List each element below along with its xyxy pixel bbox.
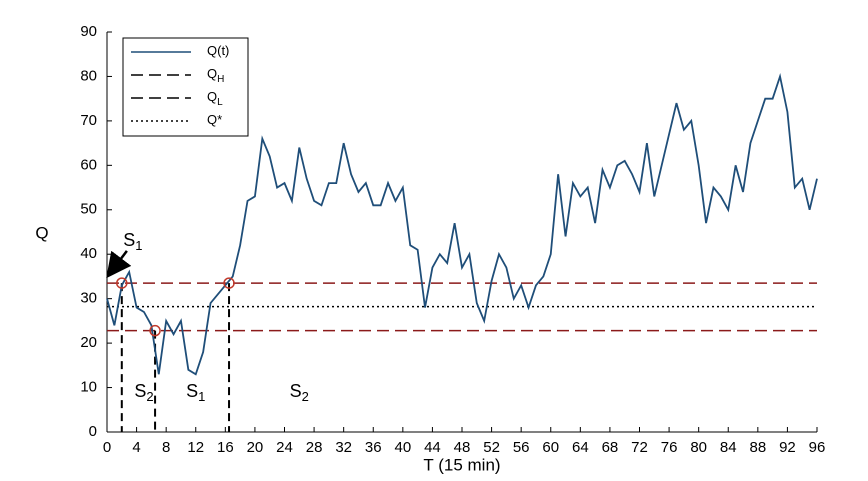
x-tick-label: 24 [276, 439, 293, 456]
annotation: S1 [123, 230, 142, 254]
y-tick-label: 70 [80, 112, 97, 129]
legend-sub: H [217, 74, 224, 85]
x-tick-label: 88 [749, 439, 766, 456]
x-tick-label: 12 [187, 439, 204, 456]
x-tick-label: 40 [394, 439, 411, 456]
annotation: S1 [186, 381, 205, 405]
y-tick-label: 0 [89, 423, 97, 440]
legend-sub: L [217, 97, 223, 108]
annotation-sub: 1 [198, 389, 205, 404]
annotation-text: S [134, 381, 146, 401]
x-tick-label: 16 [217, 439, 234, 456]
legend-box [122, 37, 249, 137]
x-tick-label: 36 [365, 439, 382, 456]
x-tick-label: 0 [103, 439, 111, 456]
annotation-sub: 1 [135, 238, 142, 253]
y-tick-label: 10 [80, 379, 97, 396]
legend-name: Q [207, 66, 217, 81]
x-tick-label: 28 [306, 439, 323, 456]
y-tick-label: 60 [80, 156, 97, 173]
y-tick-label: 20 [80, 334, 97, 351]
annotation-arrow [106, 250, 132, 279]
x-tick-label: 76 [661, 439, 678, 456]
x-tick-label: 60 [542, 439, 559, 456]
x-tick-label: 44 [424, 439, 441, 456]
x-tick-label: 4 [132, 439, 140, 456]
y-tick-label: 50 [80, 201, 97, 218]
annotation-sub: 2 [302, 389, 309, 404]
x-tick-label: 52 [483, 439, 500, 456]
legend-name: Q [207, 89, 217, 104]
x-axis-label: T (15 min) [423, 455, 500, 474]
x-tick-label: 84 [720, 439, 737, 456]
annotation: S2 [134, 381, 153, 405]
switch-point [149, 324, 161, 337]
x-tick-label: 64 [572, 439, 589, 456]
x-tick-label: 32 [335, 439, 352, 456]
legend-name: Q* [207, 112, 222, 127]
legend-label: Q* [207, 112, 222, 127]
x-tick-label: 68 [602, 439, 619, 456]
x-tick-label: 56 [513, 439, 530, 456]
legend-label: Q(t) [207, 43, 229, 58]
x-tick-label: 8 [162, 439, 170, 456]
annotation-text: S [290, 381, 302, 401]
x-tick-label: 80 [690, 439, 707, 456]
legend-label: QL [207, 89, 223, 107]
x-tick-label: 92 [779, 439, 796, 456]
switch-point [223, 277, 235, 289]
legend-name: Q(t) [207, 43, 229, 58]
x-tick-label: 20 [247, 439, 264, 456]
y-axis-label: Q [35, 223, 48, 242]
x-tick-label: 72 [631, 439, 648, 456]
annotation-sub: 2 [146, 389, 153, 404]
annotation-text: S [123, 230, 135, 250]
x-tick-label: 48 [454, 439, 471, 456]
annotation: S2 [290, 381, 309, 405]
y-tick-label: 80 [80, 67, 97, 84]
y-tick-label: 40 [80, 245, 97, 262]
x-tick-label: 96 [809, 439, 826, 456]
legend-label: QH [207, 66, 224, 84]
y-tick-label: 30 [80, 290, 97, 307]
y-tick-label: 90 [80, 23, 97, 40]
annotation-text: S [186, 381, 198, 401]
